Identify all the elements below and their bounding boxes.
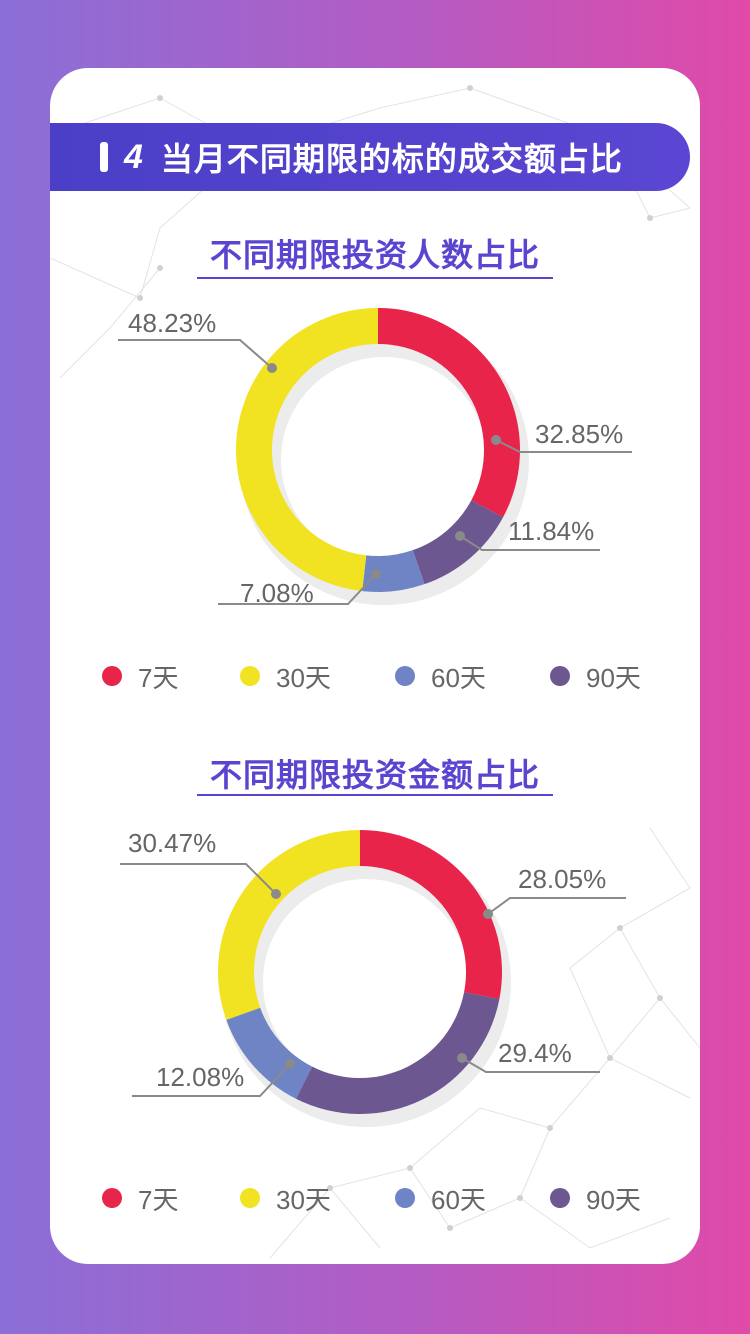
leader-line-1 <box>118 339 273 369</box>
donut-slice-2 <box>362 550 425 592</box>
legend-dot-30d <box>240 1188 260 1208</box>
legend-item-30d: 30天 <box>240 656 331 696</box>
legend-dot-7d <box>102 666 122 686</box>
chart-2-title: 不同期限投资金额占比 <box>209 757 540 793</box>
data-label-2: 7.08% <box>240 578 314 608</box>
legend-item-7d: 7天 <box>102 656 178 696</box>
leader-dot-0 <box>491 435 501 445</box>
data-label-3: 29.4% <box>498 1038 572 1068</box>
leader-line-2 <box>132 1063 291 1097</box>
legend-label-30d: 30天 <box>276 1184 331 1215</box>
donut-slice-3 <box>412 500 504 585</box>
legend-label-90d: 90天 <box>586 1184 641 1215</box>
chart-1-legend: 7天 30天 60天 90天 <box>50 656 700 696</box>
section-title: 当月不同期限的标的成交额占比 <box>160 141 623 177</box>
leader-line-3 <box>461 1057 600 1073</box>
leader-line-1 <box>120 863 277 895</box>
chart-1-title-underline <box>197 277 553 279</box>
donut-slice-0 <box>360 830 502 1000</box>
legend-dot-7d <box>102 1188 122 1208</box>
leader-dot-2 <box>371 569 381 579</box>
donut-slice-1 <box>236 308 378 592</box>
legend-item-90d: 90天 <box>550 1178 641 1218</box>
legend-item-90d: 90天 <box>550 656 641 696</box>
legend-label-7d: 7天 <box>138 662 179 693</box>
chart-1-donut: 32.85% 48.23% 7.08% 11.84% <box>118 308 632 608</box>
chart-2-donut: 28.05% 30.47% 12.08% 29.4% <box>120 828 626 1127</box>
legend-label-30d: 30天 <box>276 662 331 693</box>
legend-dot-90d <box>550 666 570 686</box>
leader-line-0 <box>487 897 626 915</box>
data-label-3: 11.84% <box>508 516 594 546</box>
leader-line-2 <box>218 573 377 605</box>
legend-label-60d: 60天 <box>431 662 486 693</box>
data-label-2: 12.08% <box>156 1062 244 1092</box>
chart-2-legend: 7天 30天 60天 90天 <box>50 1178 700 1218</box>
donut-slice-2 <box>226 1007 313 1099</box>
leader-dot-1 <box>267 363 277 373</box>
data-label-1: 30.47% <box>128 828 216 858</box>
legend-item-60d: 60天 <box>395 1178 486 1218</box>
data-label-0: 32.85% <box>535 419 623 449</box>
data-label-1: 48.23% <box>128 308 216 338</box>
content-card: 4 当月不同期限的标的成交额占比 不同期限投资人数占比 32.85% 48.23%… <box>50 68 700 1264</box>
donut-slice-0 <box>378 308 520 518</box>
legend-dot-60d <box>395 1188 415 1208</box>
section-number: 4 <box>124 137 143 176</box>
leader-dot-1 <box>271 889 281 899</box>
header-bar-icon <box>100 142 108 172</box>
leader-line-3 <box>459 535 600 551</box>
legend-item-60d: 60天 <box>395 656 486 696</box>
data-label-0: 28.05% <box>518 864 606 894</box>
legend-dot-90d <box>550 1188 570 1208</box>
legend-label-7d: 7天 <box>138 1184 179 1215</box>
chart-1-title: 不同期限投资人数占比 <box>209 237 540 273</box>
legend-item-30d: 30天 <box>240 1178 331 1218</box>
legend-dot-60d <box>395 666 415 686</box>
donut-slice-3 <box>295 992 500 1114</box>
legend-dot-30d <box>240 666 260 686</box>
legend-item-7d: 7天 <box>102 1178 178 1218</box>
leader-dot-0 <box>483 909 493 919</box>
section-header: 4 当月不同期限的标的成交额占比 <box>50 123 690 191</box>
leader-dot-3 <box>455 531 465 541</box>
leader-line-0 <box>495 439 632 453</box>
legend-label-90d: 90天 <box>586 662 641 693</box>
chart-2-title-underline <box>197 794 553 796</box>
leader-dot-2 <box>285 1059 295 1069</box>
leader-dot-3 <box>457 1053 467 1063</box>
donut-slice-1 <box>218 830 360 1020</box>
legend-label-60d: 60天 <box>431 1184 486 1215</box>
